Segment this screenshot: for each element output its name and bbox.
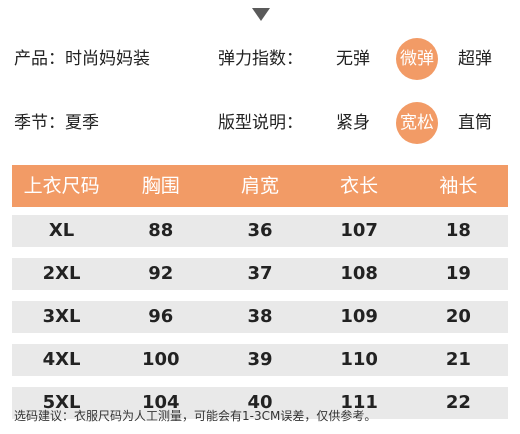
elasticity-label: 弹力指数： <box>218 49 303 69</box>
header-size: 上衣尺码 <box>23 175 100 197</box>
cell-sleeve: 18 <box>445 220 471 241</box>
cell-bust: 100 <box>141 349 180 370</box>
cell-length: 108 <box>340 263 378 284</box>
cell-shoulder: 36 <box>247 220 273 241</box>
table-row: 5XL 104 40 111 22 <box>12 387 508 419</box>
header-shoulder: 肩宽 <box>240 175 279 197</box>
fit-option-straight: 直筒 <box>458 113 492 133</box>
fit-option-loose-selected: 宽松 <box>396 102 438 144</box>
table-header: 上衣尺码 胸围 肩宽 衣长 袖长 <box>12 165 508 207</box>
header-length: 衣长 <box>340 175 379 197</box>
cell-sleeve: 22 <box>445 392 471 413</box>
cell-shoulder: 40 <box>247 392 273 413</box>
cell-sleeve: 20 <box>445 306 471 327</box>
cell-shoulder: 37 <box>247 263 273 284</box>
elasticity-option-super: 超弹 <box>458 49 492 69</box>
cell-length: 110 <box>340 349 378 370</box>
cell-size: 3XL <box>42 306 81 327</box>
header-bust: 胸围 <box>141 175 180 197</box>
cell-size: 4XL <box>42 349 81 370</box>
cell-bust: 104 <box>141 392 180 413</box>
product-label: 产品：时尚妈妈装 <box>14 49 150 69</box>
cell-size: XL <box>48 220 75 241</box>
cell-shoulder: 39 <box>247 349 273 370</box>
size-advice-footnote: 选码建议：衣服尺码为人工测量，可能会有1-3CM误差，仅供参考。 <box>14 409 377 423</box>
cell-size: 2XL <box>42 263 81 284</box>
size-table: 上衣尺码 胸围 肩宽 衣长 袖长 XL 88 36 107 18 2XL 92 … <box>12 165 508 430</box>
cell-sleeve: 21 <box>445 349 471 370</box>
season-label: 季节：夏季 <box>14 113 99 133</box>
cell-bust: 96 <box>148 306 174 327</box>
cell-bust: 92 <box>148 263 174 284</box>
cell-length: 111 <box>340 392 378 413</box>
elasticity-option-slight-selected: 微弹 <box>396 38 438 80</box>
table-row: XL 88 36 107 18 <box>12 215 508 247</box>
table-row: 4XL 100 39 110 21 <box>12 344 508 376</box>
table-row: 2XL 92 37 108 19 <box>12 258 508 290</box>
fit-label: 版型说明： <box>218 113 303 133</box>
down-arrow-icon <box>252 8 270 21</box>
cell-length: 109 <box>340 306 378 327</box>
table-row: 3XL 96 38 109 20 <box>12 301 508 333</box>
cell-bust: 88 <box>148 220 174 241</box>
header-sleeve: 袖长 <box>439 175 478 197</box>
elasticity-option-none: 无弹 <box>336 49 370 69</box>
cell-shoulder: 38 <box>247 306 273 327</box>
fit-option-tight: 紧身 <box>336 113 370 133</box>
cell-sleeve: 19 <box>445 263 471 284</box>
cell-length: 107 <box>340 220 378 241</box>
cell-size: 5XL <box>42 392 81 413</box>
